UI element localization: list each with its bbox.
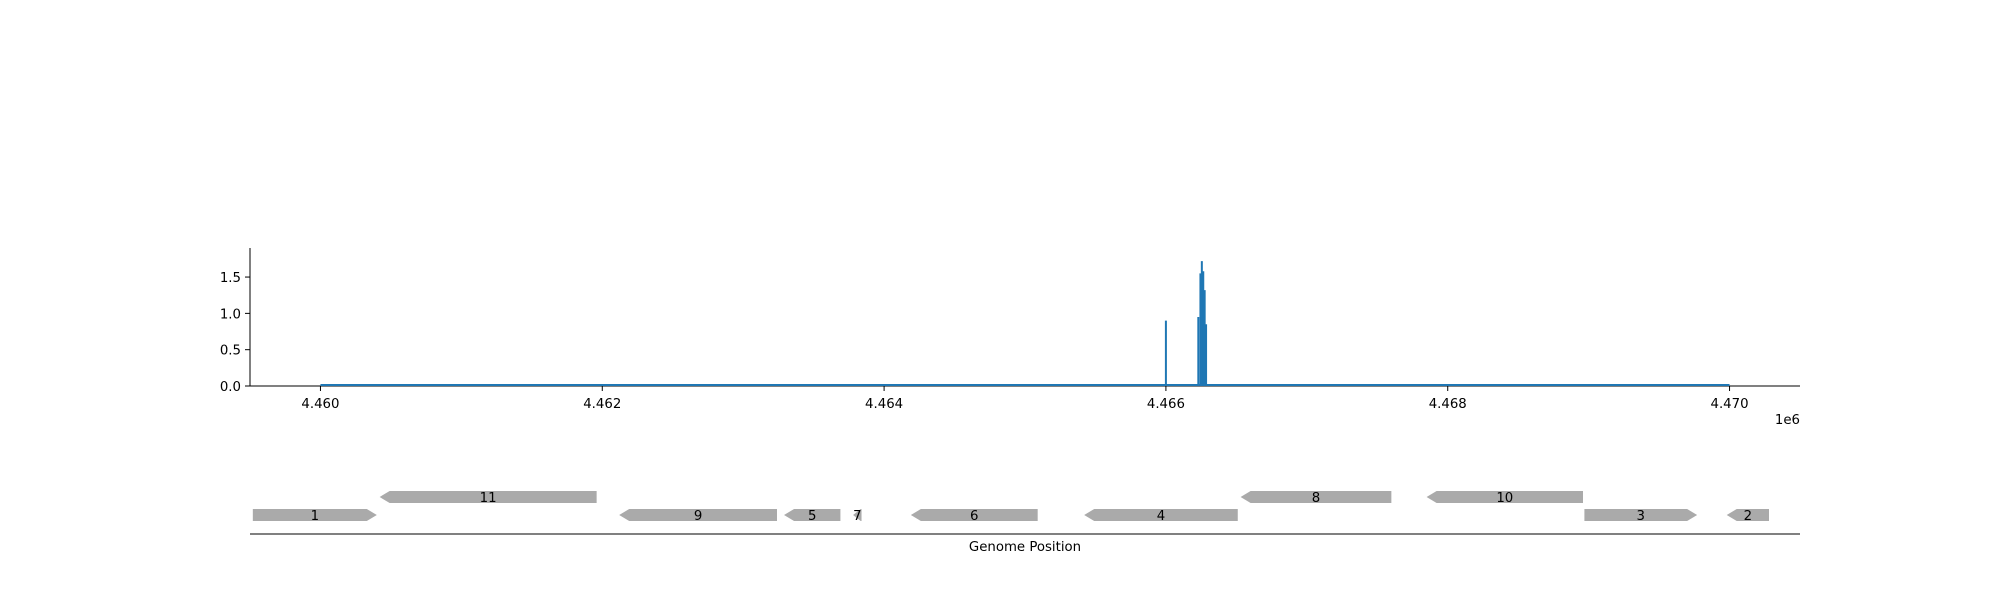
gene-feature: 7 bbox=[853, 509, 862, 524]
gene-label: 2 bbox=[1744, 509, 1752, 524]
gene-feature: 5 bbox=[784, 509, 841, 524]
gene-feature: 11 bbox=[379, 491, 597, 506]
gene-feature: 9 bbox=[619, 509, 777, 524]
gene-arrow bbox=[252, 509, 377, 521]
gene-label: 1 bbox=[311, 509, 319, 524]
gene-label: 3 bbox=[1637, 509, 1645, 524]
gene-arrow bbox=[784, 509, 841, 521]
gene-arrow bbox=[853, 509, 862, 521]
coverage-axes bbox=[249, 248, 1800, 387]
gene-arrow bbox=[379, 491, 597, 503]
gene-feature: 10 bbox=[1426, 491, 1583, 506]
gene-feature: 8 bbox=[1240, 491, 1392, 506]
gene-arrow bbox=[1240, 491, 1392, 503]
gene-feature: 1 bbox=[252, 509, 377, 524]
x-tick-label: 4.462 bbox=[583, 397, 621, 412]
x-tick-label: 4.460 bbox=[301, 397, 339, 412]
x-ticks: 4.460 4.462 4.464 4.466 4.468 4.470 bbox=[301, 386, 1749, 412]
coverage-series bbox=[320, 261, 1730, 386]
gene-arrow bbox=[1584, 509, 1698, 521]
y-ticks: 0.0 0.5 1.0 1.5 bbox=[220, 271, 250, 395]
gene-label: 5 bbox=[808, 509, 816, 524]
y-tick-label: 0.0 bbox=[220, 380, 241, 395]
x-tick-label: 4.464 bbox=[865, 397, 903, 412]
gene-arrow bbox=[619, 509, 777, 521]
y-tick-label: 1.5 bbox=[220, 271, 241, 286]
x-tick-label: 4.470 bbox=[1711, 397, 1749, 412]
gene-label: 9 bbox=[694, 509, 702, 524]
gene-arrow bbox=[910, 509, 1038, 521]
gene-arrow bbox=[1084, 509, 1238, 521]
gene-label: 4 bbox=[1157, 509, 1165, 524]
gene-label: 8 bbox=[1312, 491, 1320, 506]
x-tick-label: 4.466 bbox=[1147, 397, 1185, 412]
gene-label: 7 bbox=[853, 509, 861, 524]
gene-track-xlabel: Genome Position bbox=[969, 540, 1081, 555]
gene-arrow bbox=[1426, 491, 1583, 503]
gene-feature: 2 bbox=[1726, 509, 1769, 524]
gene-feature: 3 bbox=[1584, 509, 1698, 524]
y-tick-label: 1.0 bbox=[220, 307, 241, 322]
gene-arrow bbox=[1726, 509, 1769, 521]
gene-label: 6 bbox=[970, 509, 978, 524]
gene-feature: 4 bbox=[1084, 509, 1238, 524]
y-tick-label: 0.5 bbox=[220, 344, 241, 359]
x-tick-label: 4.468 bbox=[1429, 397, 1467, 412]
gene-label: 10 bbox=[1496, 491, 1513, 506]
x-axis-offset-label: 1e6 bbox=[1775, 413, 1800, 428]
gene-label: 11 bbox=[480, 491, 497, 506]
gene-feature: 6 bbox=[910, 509, 1038, 524]
